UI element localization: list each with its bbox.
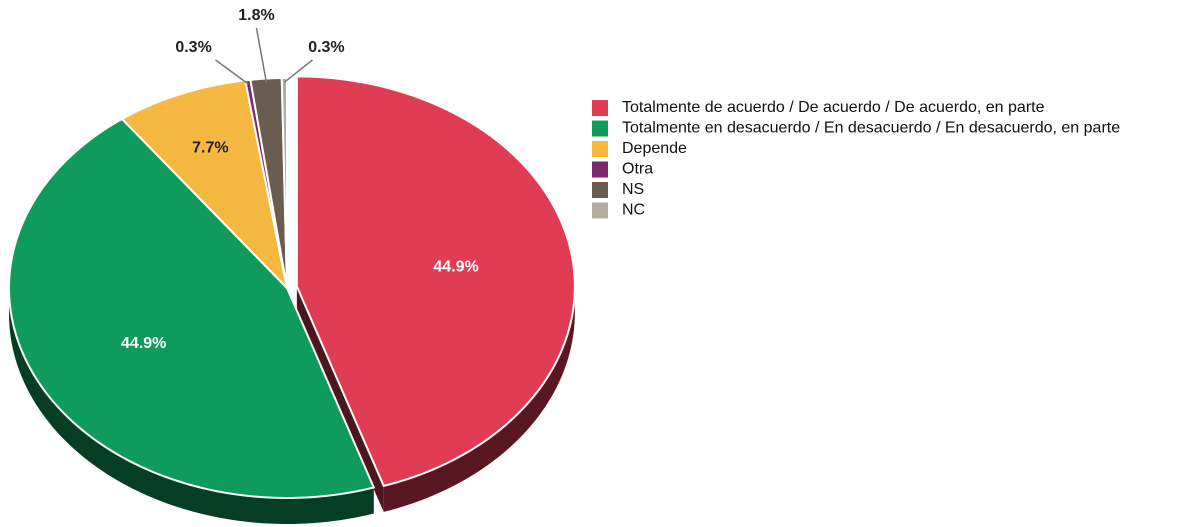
slice-edge: [296, 286, 384, 512]
leader-line: [283, 59, 313, 83]
legend-label: Otra: [622, 161, 653, 178]
legend-swatch: [592, 120, 608, 137]
data-label: 44.9%: [121, 335, 166, 352]
legend-label: Depende: [622, 140, 687, 157]
slice: [120, 79, 289, 292]
data-label: 1.8%: [238, 7, 274, 24]
leader-line: [215, 59, 250, 85]
legend-swatch: [592, 202, 608, 219]
slice: [295, 75, 576, 488]
slice-side: [9, 288, 374, 524]
legend-swatch: [592, 100, 608, 116]
leader-line: [255, 27, 268, 83]
legend-label: Totalmente de acuerdo / De acuerdo / De …: [622, 99, 1045, 116]
legend-swatch: [592, 161, 608, 178]
slice-side: [383, 286, 575, 512]
data-label: 7.7%: [192, 140, 228, 157]
data-label: 44.9%: [433, 258, 478, 275]
legend-swatch: [592, 182, 608, 198]
legend-label: NC: [622, 202, 645, 219]
data-label: 0.3%: [175, 39, 211, 56]
slice: [280, 76, 288, 289]
slice: [8, 117, 376, 499]
data-label: 0.3%: [308, 39, 344, 56]
legend-label: NS: [622, 181, 644, 198]
legend-swatch: [592, 141, 608, 157]
legend-label: Totalmente en desacuerdo / En desacuerdo…: [622, 120, 1120, 137]
